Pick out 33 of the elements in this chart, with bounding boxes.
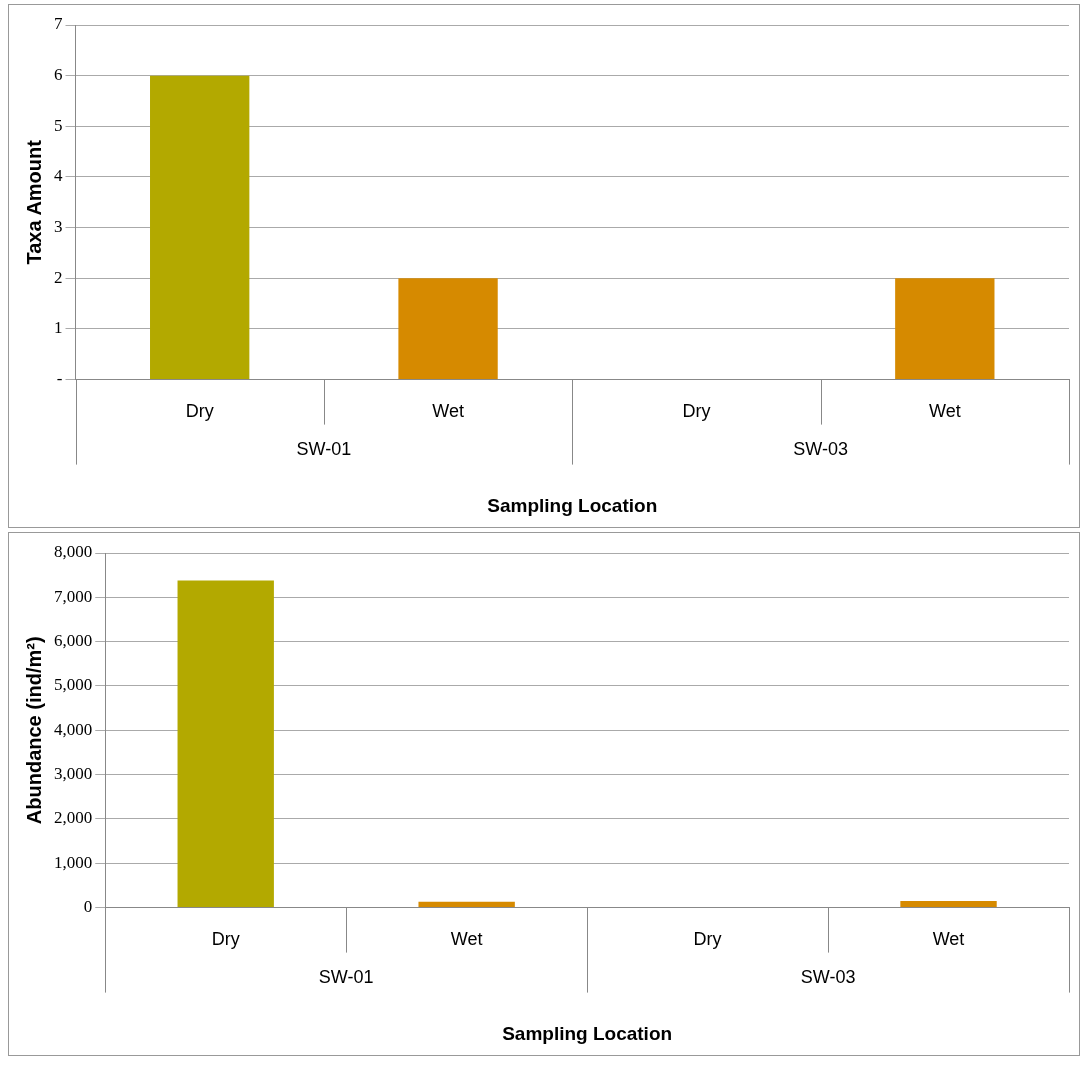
y-tick-label: 8,000	[54, 542, 93, 562]
y-tick-label: 3,000	[54, 764, 93, 784]
y-axis-title: Taxa Amount	[22, 139, 45, 265]
x-tick-label: Wet	[450, 929, 483, 950]
y-tick-label: 3	[54, 217, 63, 237]
text: SW-03	[800, 966, 856, 987]
y-tick-label: 0	[83, 897, 93, 917]
x-tick-label: Wet	[432, 401, 464, 422]
y-tick-label: 2,000	[54, 808, 93, 828]
x-tick-label: Dry	[682, 401, 711, 422]
x-axis-title: Sampling Location	[502, 1022, 673, 1044]
y-tick-label: 1,000	[54, 852, 93, 872]
y-tick-label: 7,000	[54, 586, 93, 606]
x-tick-label: Dry	[693, 929, 722, 950]
y-tick-label: -	[56, 369, 63, 389]
y-tick-label: 6	[54, 65, 63, 85]
y-tick-label: 7	[54, 14, 63, 34]
y-tick-label: 2	[54, 267, 63, 287]
y-tick-label: 4	[54, 166, 63, 186]
x-tick-label: Dry	[211, 929, 240, 950]
y-axis-title: Abundance (ind/m²)	[22, 636, 45, 825]
text: SW-01	[318, 966, 374, 987]
y-tick-label: 5	[54, 115, 63, 135]
x-tick-label: Wet	[928, 401, 961, 422]
y-tick-label: 1	[54, 318, 63, 338]
y-tick-label: 6,000	[54, 631, 93, 651]
x-tick-label: Dry	[185, 401, 214, 422]
text: SW-03	[793, 438, 848, 459]
y-tick-label: 4,000	[54, 719, 93, 739]
x-tick-label: Wet	[932, 929, 965, 950]
text: SW-01	[296, 438, 352, 459]
y-tick-label: 5,000	[54, 675, 93, 695]
x-axis-title: Sampling Location	[487, 494, 658, 516]
